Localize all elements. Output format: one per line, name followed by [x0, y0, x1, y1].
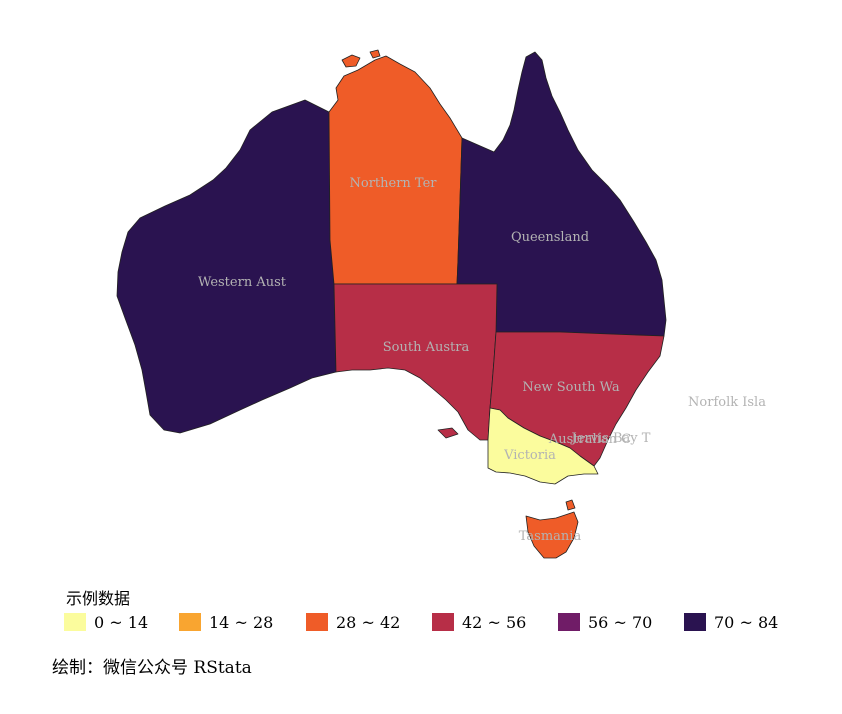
legend: 0 ~ 14 14 ~ 28 28 ~ 42 42 ~ 56 56 ~ 70 7… — [64, 610, 824, 634]
legend-item: 56 ~ 70 — [558, 610, 652, 634]
region-western-australia — [116, 99, 337, 434]
legend-item: 14 ~ 28 — [179, 610, 273, 634]
label-victoria: Victoria — [503, 448, 556, 463]
legend-swatch — [558, 613, 580, 631]
label-south-australia: South Austra — [383, 340, 470, 355]
label-northern-territory: Northern Ter — [350, 176, 438, 191]
legend-swatch — [684, 613, 706, 631]
legend-swatch — [179, 613, 201, 631]
region-south-australia — [333, 283, 498, 441]
legend-label: 28 ~ 42 — [336, 612, 401, 632]
legend-swatch — [64, 613, 86, 631]
label-norfolk-island: Norfolk Isla — [688, 395, 766, 410]
region-tasmania-island — [565, 499, 576, 511]
caption: 绘制：微信公众号 RStata — [52, 658, 252, 678]
region-northern-territory — [328, 55, 463, 285]
legend-item: 0 ~ 14 — [64, 610, 148, 634]
legend-label: 0 ~ 14 — [94, 612, 149, 632]
legend-swatch — [306, 613, 328, 631]
legend-label: 70 ~ 84 — [714, 612, 779, 632]
legend-label: 14 ~ 28 — [209, 612, 274, 632]
label-tasmania: Tasmania — [519, 529, 582, 544]
label-jervis-bay-territory: Jervis Bay T — [570, 431, 651, 446]
region-south-australia-island — [437, 427, 459, 439]
label-new-south-wales: New South Wa — [522, 380, 619, 395]
region-northern-territory-island — [341, 54, 361, 68]
legend-swatch — [432, 613, 454, 631]
legend-item: 42 ~ 56 — [432, 610, 526, 634]
region-northern-territory-island — [369, 49, 381, 59]
legend-item: 70 ~ 84 — [684, 610, 778, 634]
label-western-australia: Western Aust — [198, 275, 287, 290]
label-queensland: Queensland — [511, 230, 589, 245]
label-australian-capital-territory: Australian C — [548, 432, 631, 447]
region-tasmania — [525, 511, 579, 559]
legend-label: 56 ~ 70 — [588, 612, 653, 632]
region-victoria — [487, 407, 599, 485]
australia-choropleth-map: Western Aust Northern Ter Queensland Sou… — [116, 49, 766, 559]
legend-item: 28 ~ 42 — [306, 610, 400, 634]
legend-label: 42 ~ 56 — [462, 612, 527, 632]
legend-title: 示例数据 — [66, 589, 131, 608]
